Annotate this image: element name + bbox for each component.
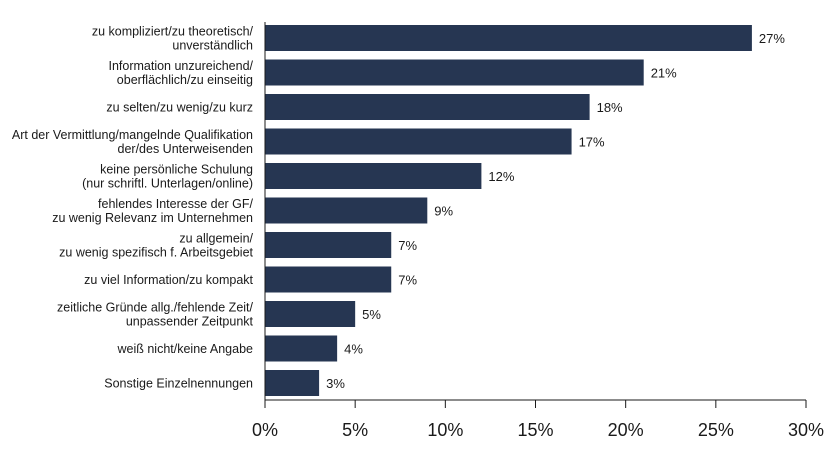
value-label: 17% [579,135,605,150]
value-label: 9% [434,204,453,219]
category-label: zu wenig spezifisch f. Arbeitsgebiet [59,246,253,260]
category-labels: zu kompliziert/zu theoretisch/unverständ… [12,25,254,391]
x-tick-label: 15% [517,420,553,440]
x-axis: 0% 5% 10% 15% 20% 25% 30% [252,22,824,440]
value-label: 3% [326,376,345,391]
bar [265,335,338,362]
value-label: 4% [344,342,363,357]
x-tick-label: 20% [608,420,644,440]
bar [265,370,320,396]
bar [265,163,482,189]
category-label: der/des Unterweisenden [118,142,254,156]
category-label: zu allgemein/ [179,232,253,246]
value-label: 21% [651,66,677,81]
value-label: 18% [597,100,623,115]
bar [265,301,356,327]
category-label: Sonstige Einzelnennungen [104,377,253,391]
x-tick-label: 30% [788,420,824,440]
bar [265,197,428,224]
category-label: zu kompliziert/zu theoretisch/ [92,25,254,39]
category-label: unverständlich [172,39,253,53]
category-label: weiß nicht/keine Angabe [116,342,253,356]
bar [265,59,644,86]
bars-group [265,25,752,396]
category-label: zeitliche Gründe allg./fehlende Zeit/ [57,301,253,315]
bar [265,25,752,51]
bar [265,128,572,155]
value-labels: 27% 21% 18% 17% 12% 9% 7% 7% 5% 4% 3% [326,31,785,391]
value-label: 7% [398,273,417,288]
category-label: Information unzureichend/ [108,59,253,73]
category-label: (nur schriftl. Unterlagen/online) [82,177,253,191]
value-label: 5% [362,307,381,322]
value-label: 7% [398,238,417,253]
bar [265,266,392,293]
x-tick-label: 5% [342,420,368,440]
x-tick-label: 25% [698,420,734,440]
category-label: Art der Vermittlung/mangelnde Qualifikat… [12,128,253,142]
category-label: fehlendes Interesse der GF/ [98,197,253,211]
category-label: zu viel Information/zu kompakt [84,273,253,287]
value-label: 12% [488,169,514,184]
category-label: keine persönliche Schulung [100,163,253,177]
category-label: zu wenig Relevanz im Unternehmen [52,211,253,225]
category-label: oberflächlich/zu einseitig [117,73,253,87]
category-label: zu selten/zu wenig/zu kurz [106,101,253,115]
x-tick-label: 0% [252,420,278,440]
category-label: unpassender Zeitpunkt [126,315,254,329]
bar [265,94,590,120]
bar [265,232,392,258]
value-label: 27% [759,31,785,46]
x-tick-label: 10% [427,420,463,440]
